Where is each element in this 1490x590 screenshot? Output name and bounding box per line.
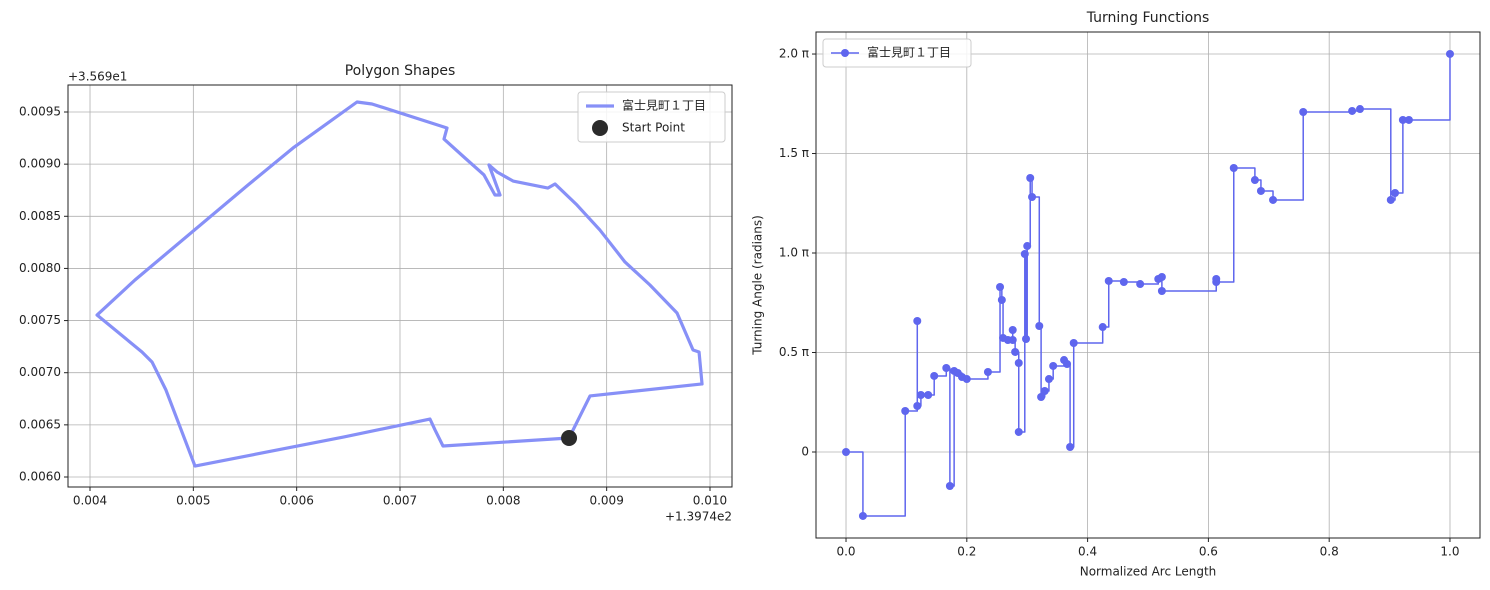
marker xyxy=(1391,189,1400,198)
marker xyxy=(1044,375,1053,384)
legend-marker xyxy=(592,120,608,136)
y-tick-label: 0.0060 xyxy=(19,469,61,483)
marker xyxy=(1269,195,1278,204)
marker xyxy=(913,317,922,326)
x-tick-label: 0.6 xyxy=(1199,545,1218,559)
marker xyxy=(858,511,867,520)
y-tick-label: 1.0 π xyxy=(779,246,809,260)
marker xyxy=(913,402,922,411)
marker xyxy=(842,447,851,456)
axes-frame xyxy=(815,31,1481,539)
x-tick-label: 0.009 xyxy=(589,494,623,508)
x-tick-label: 0.007 xyxy=(383,494,417,508)
marker xyxy=(1299,107,1308,116)
x-tick-label: 0.004 xyxy=(73,494,107,508)
x-tick-label: 0.2 xyxy=(957,545,976,559)
marker xyxy=(1014,358,1023,367)
y-tick-label: 0.5 π xyxy=(779,345,809,359)
marker xyxy=(1212,277,1221,286)
marker xyxy=(1008,336,1017,345)
y-tick-label: 0.0070 xyxy=(19,365,61,379)
series-line xyxy=(846,53,1451,517)
y-tick-label: 0 xyxy=(801,444,809,458)
marker xyxy=(996,282,1005,291)
marker xyxy=(1104,276,1113,285)
marker xyxy=(1008,326,1017,335)
marker xyxy=(983,367,992,376)
marker xyxy=(901,407,910,416)
marker xyxy=(1119,277,1128,286)
marker xyxy=(1066,442,1075,451)
chart-title: Polygon Shapes xyxy=(345,63,456,79)
y-tick-label: 1.5 π xyxy=(779,146,809,160)
x-tick-label: 0.010 xyxy=(693,494,727,508)
legend-label: 富士見町１丁目 xyxy=(622,98,706,113)
legend-label: Start Point xyxy=(622,121,685,135)
marker xyxy=(1386,195,1395,204)
x-offset-label: +1.3974e2 xyxy=(665,510,732,524)
marker xyxy=(962,375,971,384)
marker xyxy=(1040,386,1049,395)
marker xyxy=(1157,286,1166,295)
marker xyxy=(1023,242,1032,251)
legend-box xyxy=(822,38,972,68)
chart-title: Turning Functions xyxy=(1086,10,1210,26)
y-tick-label: 0.0080 xyxy=(19,261,61,275)
marker xyxy=(1028,192,1037,201)
x-tick-label: 1.0 xyxy=(1440,545,1459,559)
marker xyxy=(924,390,933,399)
marker xyxy=(997,295,1006,304)
y-tick-label: 0.0075 xyxy=(19,313,61,327)
y-tick-label: 0.0085 xyxy=(19,209,61,223)
y-tick-label: 2.0 π xyxy=(779,47,809,61)
x-tick-label: 0.008 xyxy=(486,494,520,508)
marker xyxy=(942,364,951,373)
marker xyxy=(1037,393,1046,402)
axes-frame xyxy=(67,84,733,488)
x-tick-label: 0.4 xyxy=(1078,545,1097,559)
marker xyxy=(1011,347,1020,356)
x-tick-label: 0.005 xyxy=(176,494,210,508)
marker xyxy=(1250,176,1259,185)
legend-label: 富士見町１丁目 xyxy=(867,45,951,60)
x-tick-label: 0.0 xyxy=(836,545,855,559)
marker xyxy=(1063,360,1072,369)
marker xyxy=(1136,280,1145,289)
x-tick-label: 0.8 xyxy=(1320,545,1339,559)
x-axis-label: Normalized Arc Length xyxy=(1080,565,1217,579)
y-tick-label: 0.0095 xyxy=(19,105,61,119)
marker xyxy=(1398,115,1407,124)
series-line xyxy=(95,100,704,468)
marker xyxy=(1445,49,1454,58)
marker xyxy=(1348,106,1357,115)
marker xyxy=(1021,334,1030,343)
y-tick-label: 0.0090 xyxy=(19,157,61,171)
marker xyxy=(1098,323,1107,332)
marker xyxy=(1035,322,1044,331)
marker xyxy=(561,429,578,446)
marker xyxy=(945,482,954,491)
marker xyxy=(1014,427,1023,436)
marker xyxy=(1069,338,1078,347)
marker xyxy=(1026,173,1035,182)
marker xyxy=(1157,272,1166,281)
marker xyxy=(1256,186,1265,195)
x-tick-label: 0.006 xyxy=(279,494,313,508)
marker xyxy=(1355,105,1364,114)
marker xyxy=(1404,115,1413,124)
marker xyxy=(1049,361,1058,370)
marker xyxy=(1229,163,1238,172)
y-tick-label: 0.0065 xyxy=(19,417,61,431)
legend-box xyxy=(577,91,726,143)
legend-marker xyxy=(841,49,849,57)
y-axis-label: Turning Angle (radians) xyxy=(751,215,765,356)
marker xyxy=(930,371,939,380)
marker xyxy=(916,390,925,399)
marker xyxy=(1020,249,1029,258)
y-offset-label: +3.569e1 xyxy=(68,70,127,84)
